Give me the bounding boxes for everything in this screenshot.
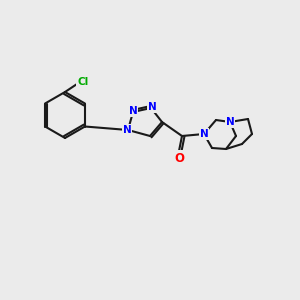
Text: N: N [129, 106, 137, 116]
Text: N: N [148, 102, 156, 112]
Text: O: O [174, 152, 184, 164]
Text: N: N [123, 125, 131, 135]
Text: N: N [200, 129, 208, 139]
Text: Cl: Cl [77, 77, 88, 87]
Text: N: N [226, 117, 234, 127]
